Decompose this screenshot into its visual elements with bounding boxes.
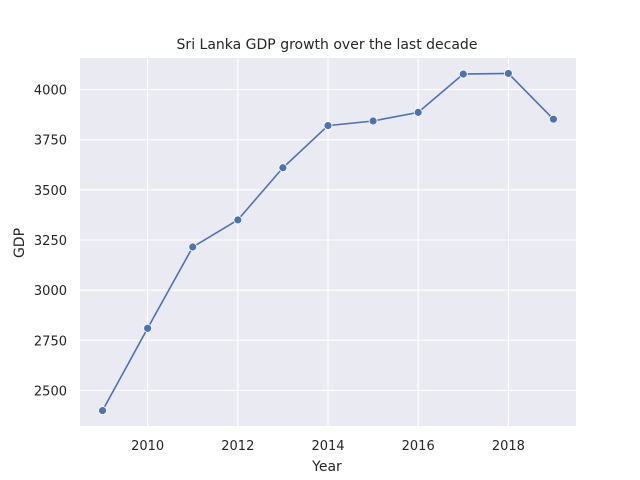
chart-title: Sri Lanka GDP growth over the last decad… [177, 37, 478, 53]
y-tick-label: 3250 [34, 234, 67, 249]
y-tick-labels: 2500 2750 3000 3250 3500 3750 4000 [34, 84, 67, 400]
data-point [99, 407, 107, 415]
data-point [144, 324, 152, 332]
data-point [459, 70, 467, 78]
data-point [504, 69, 512, 77]
y-tick-label: 4000 [34, 84, 67, 99]
x-tick-label: 2010 [131, 439, 164, 454]
x-tick-labels: 2010 2012 2014 2016 2018 [131, 439, 525, 454]
x-tick-label: 2016 [402, 439, 435, 454]
data-point [189, 243, 197, 251]
data-point [279, 164, 287, 172]
y-tick-label: 3750 [34, 134, 67, 149]
y-tick-label: 2750 [34, 334, 67, 349]
data-point [324, 122, 332, 130]
x-tick-label: 2014 [311, 439, 344, 454]
x-tick-label: 2012 [221, 439, 254, 454]
y-axis-label: GDP [12, 228, 28, 258]
y-tick-label: 3000 [34, 284, 67, 299]
data-point [369, 117, 377, 125]
y-tick-label: 2500 [34, 384, 67, 399]
y-tick-label: 3500 [34, 184, 67, 199]
data-point [414, 108, 422, 116]
x-tick-label: 2018 [492, 439, 525, 454]
data-point [549, 115, 557, 123]
data-point [234, 216, 242, 224]
x-axis-label: Year [311, 459, 342, 475]
